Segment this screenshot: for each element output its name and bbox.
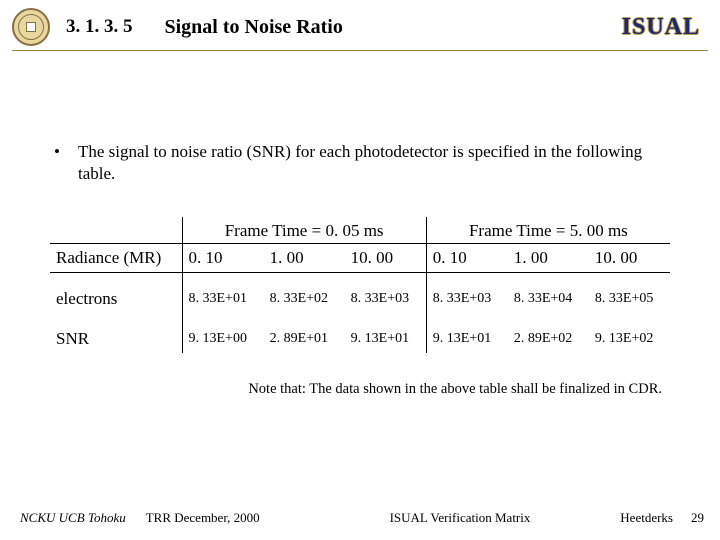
table-cell: 8. 33E+05 bbox=[589, 273, 670, 314]
content-area: • The signal to noise ratio (SNR) for ea… bbox=[0, 51, 720, 398]
table-cell: 2. 89E+02 bbox=[508, 313, 589, 353]
footer-affiliations: NCKU UCB Tohoku bbox=[20, 510, 126, 526]
col-header: 1. 00 bbox=[508, 244, 589, 273]
footer-event: TRR December, 2000 bbox=[146, 510, 260, 526]
university-seal-icon bbox=[12, 8, 50, 46]
section-number: 3. 1. 3. 5 bbox=[66, 16, 133, 38]
footer-doc-title: ISUAL Verification Matrix bbox=[390, 510, 531, 526]
table-cell: 8. 33E+02 bbox=[264, 273, 345, 314]
group-header-1: Frame Time = 0. 05 ms bbox=[182, 217, 426, 244]
table-cell: 9. 13E+01 bbox=[426, 313, 508, 353]
table-row: SNR 9. 13E+00 2. 89E+01 9. 13E+01 9. 13E… bbox=[50, 313, 670, 353]
row-header-label: Radiance (MR) bbox=[50, 244, 182, 273]
col-header: 10. 00 bbox=[345, 244, 427, 273]
row-label: electrons bbox=[50, 273, 182, 314]
group-header-2: Frame Time = 5. 00 ms bbox=[426, 217, 670, 244]
bullet-item: • The signal to noise ratio (SNR) for ea… bbox=[50, 141, 670, 185]
slide-header: 3. 1. 3. 5 Signal to Noise Ratio ISUAL bbox=[0, 0, 720, 50]
footnote: Note that: The data shown in the above t… bbox=[50, 381, 670, 398]
table-cell: 9. 13E+00 bbox=[182, 313, 264, 353]
table-cell: 9. 13E+02 bbox=[589, 313, 670, 353]
col-header: 0. 10 bbox=[182, 244, 264, 273]
bullet-dot-icon: • bbox=[50, 141, 78, 185]
bullet-text: The signal to noise ratio (SNR) for each… bbox=[78, 141, 670, 185]
table-row: electrons 8. 33E+01 8. 33E+02 8. 33E+03 … bbox=[50, 273, 670, 314]
table-cell: 8. 33E+03 bbox=[345, 273, 427, 314]
snr-table: Frame Time = 0. 05 ms Frame Time = 5. 00… bbox=[50, 217, 670, 353]
table-group-header-row: Frame Time = 0. 05 ms Frame Time = 5. 00… bbox=[50, 217, 670, 244]
table-column-header-row: Radiance (MR) 0. 10 1. 00 10. 00 0. 10 1… bbox=[50, 244, 670, 273]
table-cell: 8. 33E+03 bbox=[426, 273, 508, 314]
slide-footer: NCKU UCB Tohoku TRR December, 2000 ISUAL… bbox=[0, 510, 720, 526]
footer-page-number: 29 bbox=[691, 510, 704, 526]
table-cell: 2. 89E+01 bbox=[264, 313, 345, 353]
isual-logo: ISUAL bbox=[622, 14, 700, 41]
table-cell: 8. 33E+01 bbox=[182, 273, 264, 314]
page-title: Signal to Noise Ratio bbox=[165, 16, 610, 39]
col-header: 1. 00 bbox=[264, 244, 345, 273]
col-header: 10. 00 bbox=[589, 244, 670, 273]
table-cell: 8. 33E+04 bbox=[508, 273, 589, 314]
col-header: 0. 10 bbox=[426, 244, 508, 273]
table-cell: 9. 13E+01 bbox=[345, 313, 427, 353]
row-label: SNR bbox=[50, 313, 182, 353]
footer-author: Heetderks bbox=[620, 510, 673, 526]
